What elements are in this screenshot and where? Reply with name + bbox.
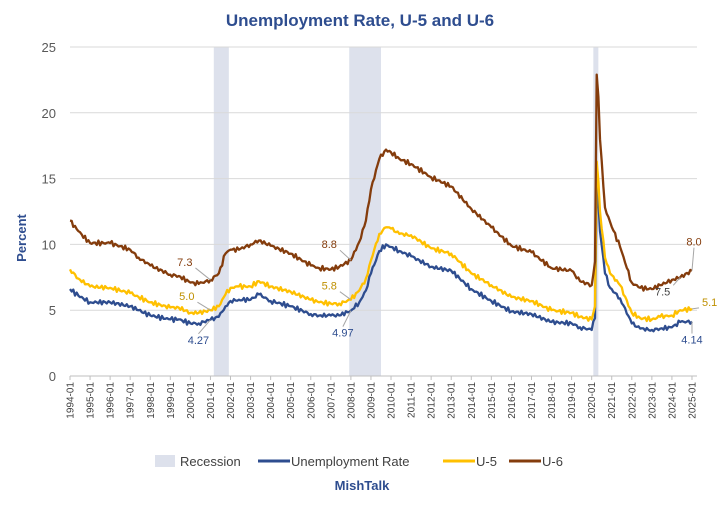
recession-band-0	[213, 47, 229, 376]
x-tick-label: 2001-01	[206, 382, 217, 419]
data-label-1: 5.0	[179, 291, 194, 303]
x-tick-label: 2000-01	[186, 382, 197, 419]
data-label-leader	[672, 276, 681, 286]
data-label-leader	[342, 310, 352, 327]
data-label-7: 7.5	[655, 286, 670, 298]
x-tick-label: 2025-01	[687, 382, 698, 419]
data-label-leader	[195, 267, 211, 281]
x-tick-label: 2011-01	[407, 382, 418, 418]
x-tick-label: 2005-01	[286, 382, 297, 419]
data-label-5: 4.97	[332, 328, 353, 340]
series-line-1	[68, 160, 693, 323]
y-tick-label: 5	[49, 303, 56, 318]
legend-label-u6: U-6	[542, 454, 563, 469]
x-tick-label: 1998-01	[146, 382, 157, 419]
series-lines	[68, 73, 693, 333]
x-tick-label: 2024-01	[667, 382, 678, 419]
x-tick-label: 1994-01	[66, 382, 77, 419]
x-tick-label: 2023-01	[647, 382, 658, 419]
legend-label-unemployment-rate: Unemployment Rate	[291, 454, 410, 469]
data-label-leader	[198, 319, 211, 335]
data-label-3: 8.8	[322, 239, 337, 251]
x-tick-label: 1995-01	[86, 382, 97, 419]
gridlines	[70, 46, 697, 377]
x-tick-label: 2020-01	[587, 382, 598, 419]
y-tick-label: 20	[42, 106, 56, 121]
data-label-leader	[197, 301, 211, 311]
recession-bands	[213, 47, 599, 376]
data-label-leader	[691, 247, 695, 271]
x-tick-label: 2017-01	[527, 382, 538, 419]
y-axis-ticks: 0 5 10 15 20 25	[42, 40, 56, 384]
x-tick-label: 2007-01	[326, 382, 337, 419]
x-tick-label: 2013-01	[447, 382, 458, 419]
x-tick-label: 1996-01	[106, 382, 117, 419]
x-tick-label: 2008-01	[346, 382, 357, 419]
legend: Recession Unemployment Rate U-5 U-6	[155, 454, 563, 469]
x-tick-label: 2004-01	[266, 382, 277, 419]
chart-title: Unemployment Rate, U-5 and U-6	[226, 11, 494, 30]
legend-label-u5: U-5	[476, 454, 497, 469]
x-tick-label: 2015-01	[487, 382, 498, 419]
data-label-leader	[339, 291, 352, 301]
data-label-9: 4.14	[681, 335, 702, 347]
x-tick-label: 1997-01	[126, 382, 137, 419]
y-tick-label: 15	[42, 172, 56, 187]
y-tick-label: 0	[49, 369, 56, 384]
data-label-6: 8.0	[686, 237, 701, 249]
x-tick-label: 2019-01	[567, 382, 578, 419]
data-labels: 7.3 5.0 4.27 8.8 5.8 4.97 8.0 7.5 5.1 4.14	[177, 237, 717, 347]
data-label-2: 4.27	[188, 335, 209, 347]
x-tick-label: 2018-01	[547, 382, 558, 419]
data-label-0: 7.3	[177, 257, 192, 269]
y-tick-label: 10	[42, 237, 56, 252]
x-tick-label: 2009-01	[366, 382, 377, 419]
recession-band-1	[349, 47, 381, 376]
series-line-2	[69, 73, 693, 292]
x-tick-label: 2006-01	[306, 382, 317, 419]
x-tick-label: 2003-01	[246, 382, 257, 419]
x-tick-label: 2016-01	[507, 382, 518, 419]
x-axis-ticks: 1994-01 1995-01 1996-01 1997-01 1998-01 1999-…	[66, 376, 698, 419]
data-label-8: 5.1	[702, 297, 717, 309]
data-label-leader	[691, 307, 700, 310]
legend-label-recession: Recession	[180, 454, 241, 469]
x-tick-label: 2022-01	[627, 382, 638, 419]
x-tick-label: 2010-01	[387, 382, 398, 419]
legend-swatch-recession	[155, 455, 175, 467]
data-label-4: 5.8	[322, 281, 337, 293]
y-axis-title: Percent	[14, 213, 29, 261]
x-tick-label: 2002-01	[226, 382, 237, 419]
x-tick-label: 2021-01	[607, 382, 618, 419]
y-tick-label: 25	[42, 40, 56, 55]
credit-text: MishTalk	[335, 478, 390, 493]
x-tick-label: 1999-01	[166, 382, 177, 419]
series-line-0	[69, 181, 693, 333]
x-tick-label: 2012-01	[427, 382, 438, 419]
data-label-leader	[339, 249, 352, 261]
x-tick-label: 2014-01	[467, 382, 478, 419]
